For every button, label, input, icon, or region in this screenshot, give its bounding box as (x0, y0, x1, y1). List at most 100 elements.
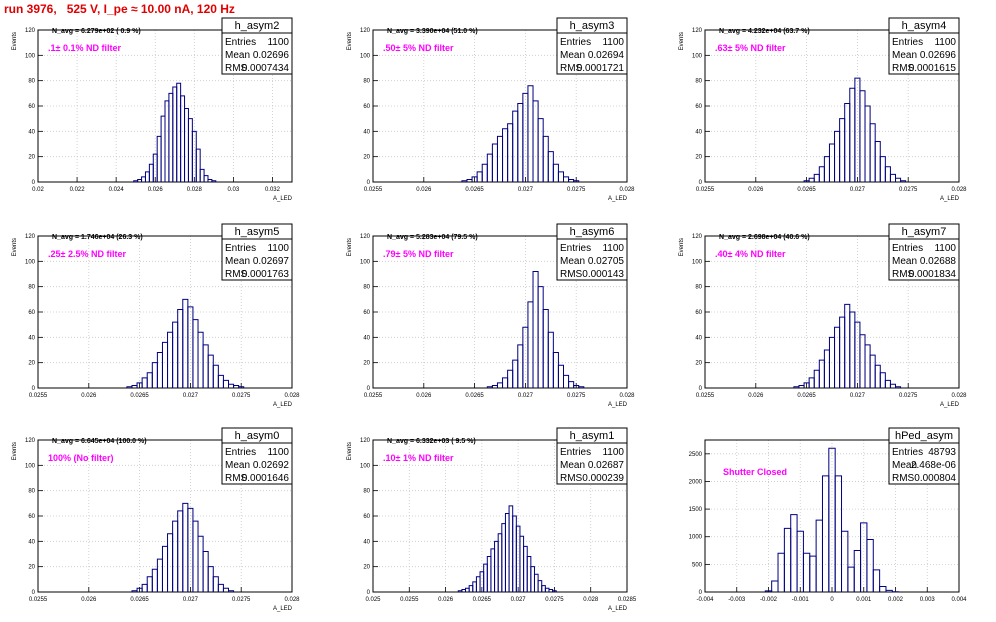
histogram-bin (504, 512, 510, 592)
histogram-panel-h_asym2: 0.02 0.022 0.024 0.026 0.028 0.03 0.032 0 20 40 60… (12, 17, 293, 202)
histogram-bin (790, 514, 798, 592)
stats-label: Mean (892, 256, 917, 267)
histogram-bin (532, 100, 539, 182)
histogram-bin (828, 447, 836, 592)
stats-label: RMS (560, 269, 583, 280)
stats-box (221, 223, 293, 281)
y-axis-label: Events (679, 32, 685, 50)
histogram-panel-h_asym7: 0.0255 0.026 0.0265 0.027 0.0275 0.028 0 20 40 60… (679, 223, 967, 408)
histogram-bin (238, 386, 245, 388)
x-tick-label: 0.0255 (29, 393, 48, 399)
y-tick-label: 0 (699, 590, 703, 596)
stats-value: 48793 (928, 447, 956, 458)
y-tick-label: 100 (25, 463, 36, 469)
histogram-bin (228, 383, 235, 388)
stats-box (556, 427, 628, 485)
x-tick-label: 0.0255 (364, 187, 383, 193)
histogram-bin (497, 533, 503, 592)
histogram-bin (552, 163, 559, 182)
filter-note: .79± 5% ND filter (383, 249, 454, 259)
x-tick-label: 0.0265 (797, 393, 816, 399)
y-axis-label: Events (12, 32, 18, 50)
x-axis-label: A_LED (273, 606, 293, 612)
histogram-bin (507, 123, 514, 182)
y-tick-label: 120 (692, 234, 703, 240)
stats-value: 1100 (602, 243, 624, 254)
stats-box (888, 427, 960, 485)
histogram-bin (197, 331, 204, 388)
histogram-bin (847, 566, 855, 592)
histogram-bin (486, 153, 493, 182)
y-axis-label: Events (12, 238, 18, 256)
histogram-bin (869, 123, 876, 182)
y-tick-label: 0 (367, 180, 371, 186)
histogram-bin (161, 545, 169, 592)
histogram-bin (156, 558, 163, 592)
y-tick-label: 100 (25, 259, 36, 265)
y-tick-label: 100 (692, 259, 703, 265)
y-tick-label: 80 (28, 489, 35, 495)
histogram-bin (222, 587, 229, 592)
stats-label: Entries (225, 447, 256, 458)
histogram-bin (859, 90, 866, 182)
histogram-bin (777, 552, 785, 592)
histogram-bin (884, 166, 891, 182)
histogram-bin (211, 180, 217, 182)
histogram-bin (222, 379, 229, 388)
y-axis-label: Events (347, 442, 353, 460)
histogram-bin (167, 331, 174, 388)
histogram-name: h_asym6 (570, 226, 615, 238)
y-tick-label: 20 (28, 155, 35, 161)
histogram-bin (552, 352, 559, 388)
x-tick-label: -0.004 (696, 597, 714, 603)
y-tick-label: 80 (695, 285, 702, 291)
x-tick-label: -0.001 (792, 597, 810, 603)
histogram-bin (187, 507, 194, 592)
histogram-bin (834, 326, 841, 388)
x-tick-label: 0.0275 (545, 597, 564, 603)
stats-value: 0.02696 (253, 50, 290, 61)
stats-value: 0.02692 (253, 460, 290, 471)
y-tick-label: 40 (363, 539, 370, 545)
histogram-bin (796, 530, 804, 592)
histogram-bin (164, 100, 170, 182)
histogram-bin (481, 163, 488, 182)
stats-label: Mean (225, 256, 250, 267)
x-tick-label: 0.0275 (232, 393, 251, 399)
histogram-bin (476, 171, 483, 182)
histogram-bin (144, 171, 150, 182)
histogram-bin (203, 175, 209, 182)
x-tick-label: 0.0275 (567, 393, 586, 399)
histogram-bin (547, 151, 554, 182)
stats-value: 0.02694 (588, 50, 625, 61)
stats-label: Mean (560, 50, 585, 61)
histogram-bin (557, 364, 564, 388)
x-tick-label: 0.0265 (130, 393, 149, 399)
y-tick-label: 120 (25, 28, 36, 34)
x-tick-label: 0.0255 (364, 393, 383, 399)
x-tick-label: 0.027 (518, 187, 534, 193)
histogram-bin (512, 359, 519, 388)
y-tick-label: 0 (32, 386, 36, 392)
x-tick-label: 0.022 (70, 187, 86, 193)
y-tick-label: 100 (25, 53, 36, 59)
y-tick-label: 120 (360, 234, 371, 240)
histogram-bin (841, 530, 849, 592)
x-tick-label: 0.0275 (567, 187, 586, 193)
stats-label: RMS (560, 473, 583, 484)
histogram-bin (507, 369, 514, 388)
x-tick-label: -0.003 (728, 597, 746, 603)
y-tick-label: 60 (28, 310, 35, 316)
histogram-bin (552, 590, 557, 592)
histogram-bin (859, 334, 866, 388)
filter-note: .50± 5% ND filter (383, 43, 454, 53)
histogram-bin (849, 87, 856, 182)
x-tick-label: 0.0265 (465, 393, 484, 399)
y-tick-label: 120 (25, 438, 36, 444)
y-tick-label: 100 (360, 463, 371, 469)
y-tick-label: 40 (28, 335, 35, 341)
histogram-bin (563, 374, 570, 388)
plot-frame (37, 235, 293, 389)
y-tick-label: 20 (363, 155, 370, 161)
filter-note: .25± 2.5% ND filter (48, 249, 126, 259)
